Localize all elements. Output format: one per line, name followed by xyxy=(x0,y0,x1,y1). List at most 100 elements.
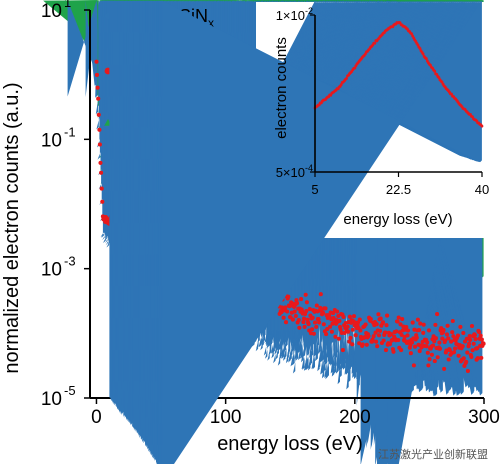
data-point xyxy=(340,348,345,353)
data-point xyxy=(426,328,432,333)
data-point xyxy=(357,341,362,346)
inset-ticks: 5 22.5 40 1×10-2 5×10-4 xyxy=(276,6,490,197)
data-point xyxy=(442,366,447,371)
data-point xyxy=(368,317,373,322)
data-point xyxy=(353,333,358,338)
main-y-tick-label: 10 -1 xyxy=(41,124,76,151)
data-point xyxy=(412,344,418,349)
main-x-tick-label: 300 xyxy=(468,407,500,428)
data-point xyxy=(100,199,105,204)
data-point xyxy=(98,160,103,165)
data-point xyxy=(429,352,434,357)
data-point xyxy=(303,292,308,297)
data-point xyxy=(464,359,469,364)
data-point xyxy=(433,322,438,327)
data-point xyxy=(94,72,100,77)
data-point xyxy=(383,330,388,335)
data-point xyxy=(339,330,344,336)
data-point xyxy=(381,338,386,343)
data-point xyxy=(99,186,104,191)
data-point xyxy=(446,357,451,362)
data-point xyxy=(465,368,470,374)
data-point xyxy=(301,320,306,325)
data-point xyxy=(336,336,341,341)
data-point xyxy=(424,344,429,349)
data-point xyxy=(281,315,286,320)
data-point xyxy=(469,354,474,359)
data-point xyxy=(469,323,475,329)
data-point xyxy=(418,321,423,326)
data-point xyxy=(415,317,420,322)
data-point xyxy=(447,348,452,353)
data-point xyxy=(371,334,376,339)
data-point xyxy=(94,59,99,64)
data-point xyxy=(417,328,422,333)
data-point xyxy=(341,314,346,320)
data-point xyxy=(426,363,431,368)
data-point xyxy=(335,309,340,314)
data-point xyxy=(378,316,383,321)
data-point xyxy=(285,309,290,314)
data-point xyxy=(325,327,330,332)
data-point xyxy=(410,340,415,345)
data-point xyxy=(357,317,362,322)
data-point xyxy=(425,340,430,345)
data-point xyxy=(440,336,445,341)
data-point xyxy=(347,339,352,344)
data-point xyxy=(351,314,357,319)
data-point xyxy=(464,336,469,341)
data-point xyxy=(395,319,400,324)
data-point xyxy=(306,322,311,327)
data-point xyxy=(307,307,312,312)
data-point xyxy=(304,308,309,314)
data-point xyxy=(312,320,318,325)
data-point xyxy=(470,348,475,353)
data-point xyxy=(451,334,456,339)
data-point xyxy=(328,324,333,329)
data-point xyxy=(323,306,328,311)
data-point xyxy=(398,322,403,327)
data-point xyxy=(399,332,404,337)
data-point xyxy=(460,344,465,349)
data-point xyxy=(336,313,341,319)
data-point xyxy=(450,318,455,324)
inset-data-point xyxy=(418,47,422,50)
data-point xyxy=(366,334,371,339)
data-point xyxy=(316,316,321,322)
inset-data-point xyxy=(353,66,357,70)
data-point xyxy=(432,359,437,364)
data-point xyxy=(360,342,365,347)
data-point xyxy=(405,328,411,333)
data-point xyxy=(348,335,353,340)
inset-y-tick-label: 1×10-2 xyxy=(276,6,313,23)
data-point xyxy=(450,330,455,335)
data-point xyxy=(446,336,451,341)
data-point xyxy=(476,329,482,335)
data-point xyxy=(345,324,350,329)
data-point xyxy=(414,335,419,340)
data-point xyxy=(479,355,484,360)
data-point xyxy=(453,346,458,351)
data-point xyxy=(299,297,304,302)
data-point xyxy=(394,329,399,334)
data-point xyxy=(333,334,338,339)
data-point xyxy=(405,333,410,338)
inset-xlabel: energy loss (eV) xyxy=(343,211,452,228)
main-x-tick-label: 100 xyxy=(210,407,242,428)
data-point xyxy=(383,348,389,353)
data-point xyxy=(353,320,358,325)
inset-data-point xyxy=(373,41,377,45)
data-point xyxy=(97,142,102,147)
data-point xyxy=(443,338,448,343)
data-point xyxy=(99,170,104,175)
data-point xyxy=(427,357,432,362)
data-point xyxy=(363,322,368,327)
data-point xyxy=(473,337,478,342)
data-point xyxy=(396,338,401,343)
data-point xyxy=(314,324,319,329)
data-point xyxy=(347,314,352,319)
data-point xyxy=(350,327,355,332)
main-x-tick-label: 200 xyxy=(339,407,371,428)
data-point xyxy=(370,337,375,342)
data-point xyxy=(451,350,457,355)
